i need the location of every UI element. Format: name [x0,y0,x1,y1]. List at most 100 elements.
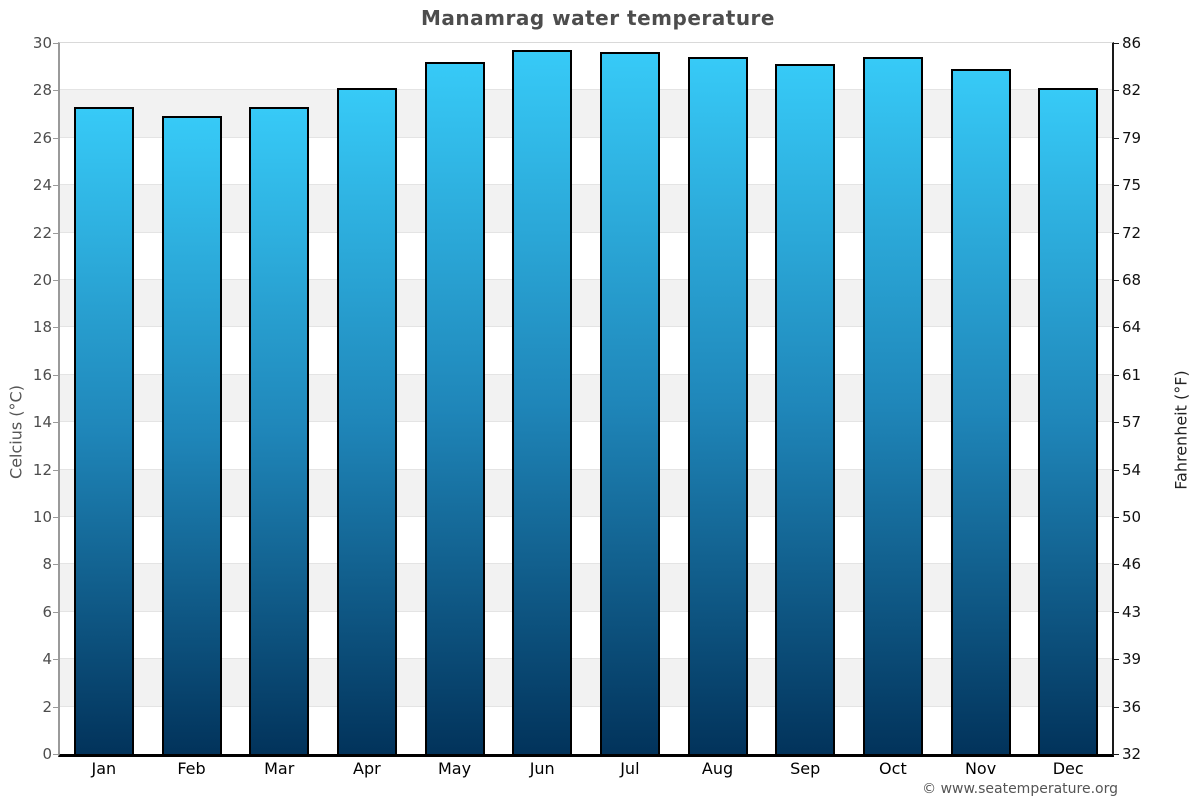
fahrenheit-tick-label: 79 [1122,128,1142,147]
bar-jun [512,50,573,754]
celsius-tick-label: 0 [42,745,52,763]
fahrenheit-tick-mark [1114,43,1119,44]
background-band [60,280,1112,328]
fahrenheit-tick-mark [1114,564,1119,566]
bar-slot-jan [60,43,148,754]
background-band [60,564,1112,612]
bar-dec [1038,88,1099,754]
bar-slot-mar [235,43,323,754]
bar-slot-dec [1024,43,1112,754]
fahrenheit-tick-label: 46 [1122,555,1142,574]
plot-area [58,42,1114,757]
bar-aug [687,57,748,754]
fahrenheit-tick-label: 68 [1122,271,1142,289]
celsius-tick-mark [53,422,58,424]
month-label-aug: Aug [701,759,734,778]
month-label-jun: Jun [529,759,555,778]
gridline [60,89,1112,91]
gridline [60,184,1112,186]
gridline [60,610,1112,612]
celsius-tick-label: 2 [42,697,52,716]
celsius-tick-label: 16 [32,365,52,384]
month-label-feb: Feb [177,759,206,778]
fahrenheit-axis-label: Fahrenheit (°F) [1171,370,1191,490]
month-label-apr: Apr [353,759,381,778]
celsius-tick-mark [53,754,58,755]
bar-slot-may [411,43,499,754]
fahrenheit-tick-mark [1114,659,1119,661]
celsius-tick-label: 6 [42,602,52,621]
fahrenheit-tick-label: 50 [1122,508,1142,526]
fahrenheit-tick-mark [1114,374,1119,376]
celsius-tick-label: 22 [32,223,52,242]
bar-slot-jul [586,43,674,754]
fahrenheit-tick-mark [1114,422,1119,424]
fahrenheit-tick-mark [1114,185,1119,187]
celsius-tick-mark [53,564,58,566]
fahrenheit-tick-label: 61 [1122,365,1142,384]
bar-apr [336,88,397,754]
celsius-tick-mark [53,469,58,471]
gridline [60,278,1112,280]
bar-slot-feb [148,43,236,754]
month-label-sep: Sep [790,759,821,778]
month-label-may: May [437,759,472,778]
bar-slot-oct [849,43,937,754]
fahrenheit-tick-label: 57 [1122,413,1142,432]
celsius-tick-mark [53,611,58,613]
bar-jul [599,52,660,754]
celsius-tick-label: 26 [32,128,52,147]
celsius-tick-label: 24 [32,176,52,195]
background-band [60,90,1112,138]
bar-slot-nov [937,43,1025,754]
bar-slot-aug [674,43,762,754]
fahrenheit-tick-mark [1114,137,1119,139]
fahrenheit-tick-mark [1114,327,1119,329]
celsius-tick-mark [53,517,58,518]
celsius-tick-mark [53,185,58,187]
gridline [60,421,1112,423]
month-label-jul: Jul [620,759,640,778]
month-labels-row: Jan Feb Mar Apr May Jun Jul Aug Sep Oct Nov Dec [60,759,1112,778]
copyright-text: © www.seatemperature.org [922,781,1118,797]
fahrenheit-tick-mark [1114,232,1119,234]
bar-mar [249,107,310,754]
bars-container [60,43,1112,754]
celsius-tick-mark [53,374,58,376]
fahrenheit-tick-mark [1114,611,1119,613]
celsius-tick-label: 28 [32,81,52,100]
bar-feb [161,116,222,754]
fahrenheit-tick-mark [1114,517,1119,518]
fahrenheit-tick-label: 64 [1122,318,1142,337]
fahrenheit-tick-mark [1114,754,1119,755]
fahrenheit-tick-mark [1114,469,1119,471]
celsius-tick-label: 12 [32,460,52,479]
fahrenheit-tick-label: 54 [1122,460,1142,479]
bar-sep [775,64,836,754]
bar-jan [73,107,134,754]
celsius-tick-mark [53,327,58,329]
fahrenheit-tick-label: 75 [1122,176,1142,195]
fahrenheit-tick-mark [1114,706,1119,708]
gridline [60,136,1112,138]
background-band [60,659,1112,707]
celsius-tick-label: 20 [32,271,52,289]
celsius-axis-label: Celcius (°C) [6,385,26,479]
fahrenheit-tick-label: 39 [1122,650,1142,669]
fahrenheit-tick-label: 82 [1122,81,1142,100]
celsius-tick-label: 8 [42,555,52,574]
celsius-tick-mark [53,137,58,139]
celsius-tick-label: 30 [32,34,52,52]
celsius-tick-mark [53,659,58,661]
celsius-tick-mark [53,280,58,281]
month-label-oct: Oct [879,759,907,778]
month-label-jan: Jan [91,759,117,778]
bar-slot-apr [323,43,411,754]
bar-slot-sep [761,43,849,754]
celsius-tick-label: 4 [42,650,52,669]
fahrenheit-tick-label: 86 [1122,34,1142,52]
fahrenheit-tick-label: 36 [1122,697,1142,716]
gridline [60,563,1112,565]
celsius-tick-mark [53,232,58,234]
